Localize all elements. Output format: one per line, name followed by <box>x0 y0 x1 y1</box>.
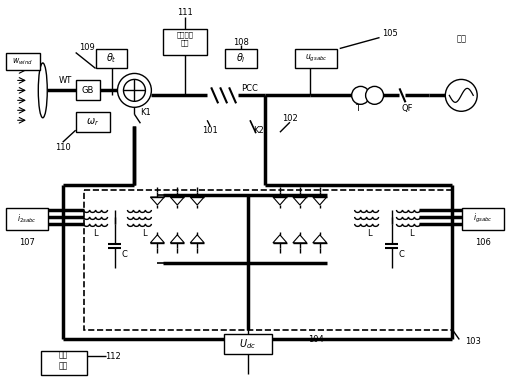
Text: L: L <box>409 229 414 238</box>
Bar <box>41 351 87 375</box>
Text: $\theta_t$: $\theta_t$ <box>106 52 117 65</box>
Text: C: C <box>399 250 404 259</box>
Text: $w_{wind}$: $w_{wind}$ <box>12 56 33 67</box>
Text: T: T <box>355 104 360 113</box>
Text: 滤波保护
电路: 滤波保护 电路 <box>177 31 194 46</box>
Text: $u_{gsabc}$: $u_{gsabc}$ <box>304 53 327 64</box>
Text: 108: 108 <box>233 38 249 47</box>
Text: K1: K1 <box>141 108 151 117</box>
Text: $i_{2sabc}$: $i_{2sabc}$ <box>17 213 37 225</box>
Text: 102: 102 <box>282 114 298 123</box>
Text: L: L <box>93 229 98 238</box>
Text: 107: 107 <box>19 238 35 247</box>
Bar <box>163 29 207 54</box>
Text: $\omega_r$: $\omega_r$ <box>86 116 99 128</box>
Circle shape <box>352 86 370 104</box>
Text: $\theta_l$: $\theta_l$ <box>236 52 246 65</box>
Text: K2: K2 <box>253 126 264 135</box>
Text: $U_{dc}$: $U_{dc}$ <box>239 337 256 351</box>
Text: 111: 111 <box>177 8 193 17</box>
Text: C: C <box>122 250 127 259</box>
Bar <box>6 208 48 230</box>
Text: PCC: PCC <box>241 84 258 93</box>
Text: 104: 104 <box>308 335 323 344</box>
Bar <box>225 49 257 68</box>
Text: 电网: 电网 <box>456 34 466 43</box>
Ellipse shape <box>38 63 47 118</box>
Text: QF: QF <box>402 104 413 113</box>
Text: WT: WT <box>59 76 72 85</box>
Circle shape <box>366 86 384 104</box>
Bar <box>224 335 272 354</box>
Bar <box>462 208 504 230</box>
Text: 112: 112 <box>106 352 122 361</box>
Circle shape <box>445 80 477 111</box>
Text: GB: GB <box>81 86 94 95</box>
Bar <box>76 112 110 132</box>
Text: 109: 109 <box>79 43 94 52</box>
Text: 106: 106 <box>475 238 491 247</box>
Circle shape <box>117 73 151 107</box>
Text: 105: 105 <box>383 29 398 38</box>
Circle shape <box>124 80 145 102</box>
Text: 控制
单元: 控制 单元 <box>59 351 68 370</box>
Text: L: L <box>367 229 372 238</box>
Text: L: L <box>142 229 147 238</box>
Bar <box>295 49 337 68</box>
Bar <box>6 52 40 70</box>
Bar <box>96 49 128 68</box>
Text: 110: 110 <box>55 143 71 152</box>
Text: $i_{gsabc}$: $i_{gsabc}$ <box>473 212 493 225</box>
Text: 101: 101 <box>202 126 218 135</box>
Bar <box>83 190 452 330</box>
Text: 103: 103 <box>465 337 481 346</box>
Bar <box>76 80 99 100</box>
